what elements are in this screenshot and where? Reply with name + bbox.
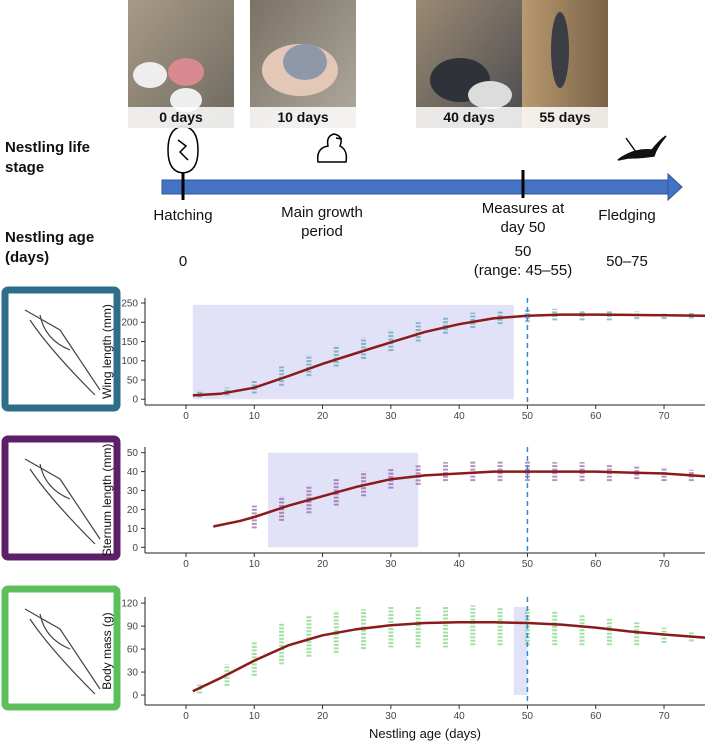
hatchling	[168, 58, 204, 86]
x-tick-label: 0	[183, 411, 189, 422]
y-axis-label: Wing length (mm)	[100, 304, 114, 399]
x-tick-label: 40	[454, 711, 466, 722]
event-label: Measures at day 50	[481, 200, 565, 236]
y-tick-label: 90	[127, 622, 139, 633]
y-tick-label: 60	[127, 645, 139, 656]
x-tick-label: 70	[658, 559, 670, 570]
x-tick-label: 40	[454, 411, 466, 422]
x-tick-label: 30	[385, 559, 397, 570]
y-tick-label: 0	[132, 395, 138, 406]
event-age: 50–75	[606, 253, 648, 270]
measurement-window	[513, 606, 528, 696]
fitted-curve	[192, 621, 706, 693]
illustration	[24, 458, 101, 545]
event-label: Hatching	[153, 207, 213, 224]
photo-caption: 10 days	[277, 109, 329, 125]
nest	[468, 81, 512, 109]
age-label: Nestling age (days)	[5, 229, 95, 266]
x-tick-label: 0	[183, 559, 189, 570]
stage-label: Nestling life stage	[5, 139, 91, 176]
x-tick-label: 30	[385, 411, 397, 422]
measurement-window	[267, 452, 419, 548]
photo-caption-bg	[250, 107, 356, 128]
y-tick-label: 0	[132, 543, 138, 554]
x-tick-label: 30	[385, 711, 397, 722]
y-tick-label: 150	[121, 337, 138, 348]
y-axis-label: Sternum length (mm)	[100, 444, 114, 557]
y-tick-label: 10	[127, 524, 139, 535]
x-tick-label: 0	[183, 711, 189, 722]
juvenile-swift	[551, 12, 569, 88]
illustration	[24, 309, 101, 396]
illustration	[24, 608, 101, 695]
y-tick-label: 50	[127, 448, 139, 459]
y-tick-label: 40	[127, 467, 139, 478]
y-tick-label: 100	[121, 356, 138, 367]
photo-caption-bg	[416, 107, 522, 128]
x-tick-label: 60	[590, 711, 602, 722]
photo-caption: 0 days	[159, 109, 203, 125]
photo-caption: 55 days	[539, 109, 591, 125]
photo-caption-bg	[522, 107, 608, 128]
illustration-frame	[1, 435, 121, 561]
photo-caption: 40 days	[443, 109, 495, 125]
event-label: Main growth period	[281, 204, 363, 240]
x-tick-label: 60	[590, 411, 602, 422]
fitted-curve	[213, 470, 706, 528]
y-tick-label: 200	[121, 318, 138, 329]
egg-icon	[167, 125, 199, 174]
x-tick-label: 10	[249, 411, 261, 422]
nestling	[283, 44, 327, 80]
y-tick-label: 250	[121, 299, 138, 310]
measurement-window	[192, 304, 514, 400]
x-tick-label: 10	[249, 711, 261, 722]
photo-caption-bg	[128, 107, 234, 128]
arrow-head	[667, 172, 683, 202]
x-axis-label: Nestling age (days)	[369, 726, 481, 741]
x-tick-label: 70	[658, 411, 670, 422]
x-tick-label: 70	[658, 711, 670, 722]
y-tick-label: 50	[127, 375, 139, 386]
x-tick-label: 50	[522, 711, 534, 722]
event-age: 50	[514, 243, 532, 260]
illustration-frame	[1, 585, 121, 711]
x-tick-label: 50	[522, 559, 534, 570]
egg	[133, 62, 167, 88]
y-tick-label: 30	[127, 668, 139, 679]
x-tick-label: 40	[454, 559, 466, 570]
y-tick-label: 20	[127, 505, 139, 516]
y-tick-label: 120	[121, 599, 138, 610]
timeline-arrow	[161, 179, 671, 195]
y-tick-label: 0	[132, 691, 138, 702]
event-age: 0	[178, 253, 188, 270]
fitted-curve	[192, 313, 706, 397]
x-tick-label: 20	[317, 711, 329, 722]
x-tick-label: 20	[317, 411, 329, 422]
event-label: Fledging	[598, 207, 656, 224]
x-tick-label: 60	[590, 559, 602, 570]
illustration-frame	[1, 286, 121, 412]
egg	[170, 88, 202, 112]
x-tick-label: 50	[522, 411, 534, 422]
x-tick-label: 10	[249, 559, 261, 570]
y-axis-label: Body mass (g)	[100, 612, 114, 689]
event-age-note: (range: 45–55)	[473, 262, 573, 279]
chick-icon	[316, 133, 348, 163]
y-tick-label: 30	[127, 486, 139, 497]
swift-icon	[617, 135, 667, 161]
x-tick-label: 20	[317, 559, 329, 570]
